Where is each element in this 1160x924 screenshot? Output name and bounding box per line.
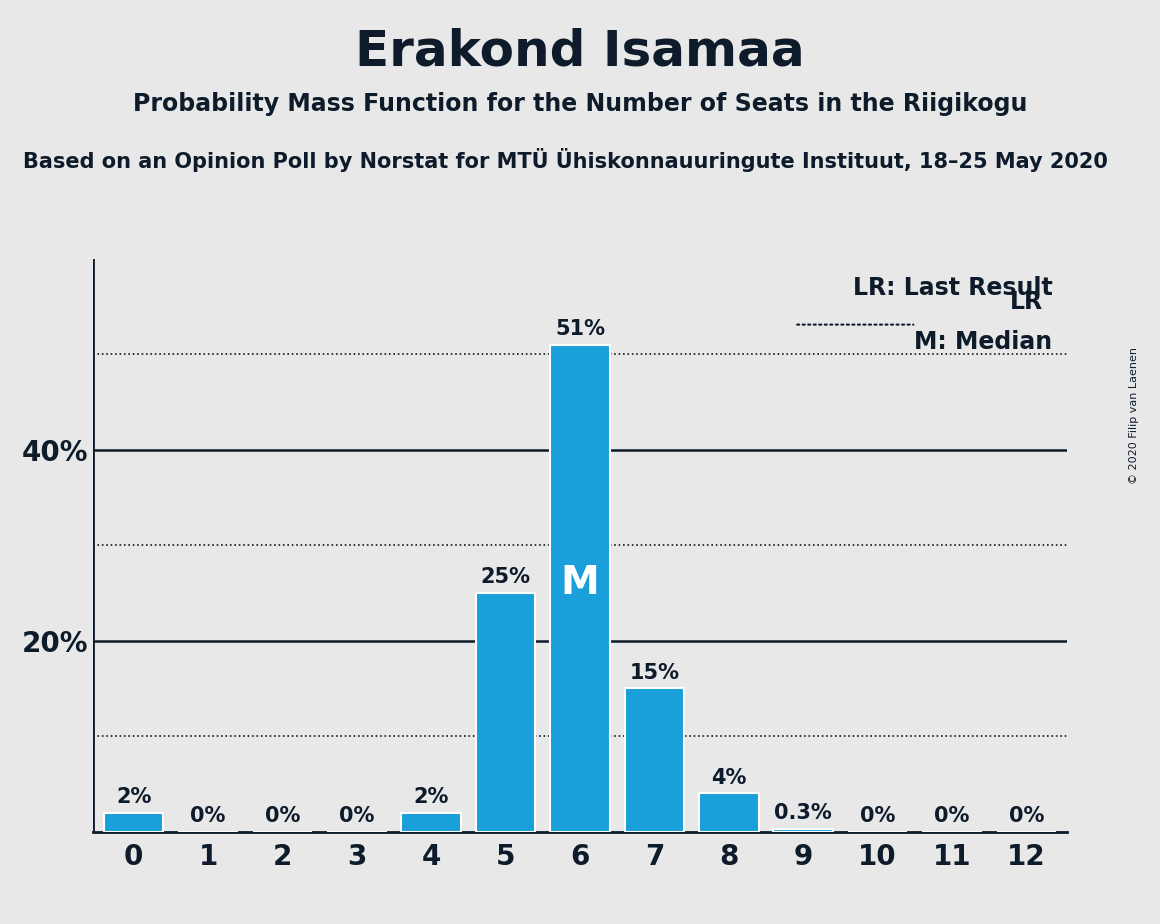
Text: 25%: 25%	[480, 567, 530, 587]
Text: 0%: 0%	[190, 806, 226, 826]
Text: 0%: 0%	[934, 806, 970, 826]
Text: LR: LR	[1009, 290, 1043, 313]
Text: 0%: 0%	[339, 806, 375, 826]
Bar	[624, 688, 684, 832]
Text: 0.3%: 0.3%	[774, 803, 832, 823]
Text: 0%: 0%	[1008, 806, 1044, 826]
Text: 4%: 4%	[711, 768, 746, 787]
Text: © 2020 Filip van Laenen: © 2020 Filip van Laenen	[1130, 347, 1139, 484]
Bar	[476, 593, 536, 832]
Bar	[550, 345, 610, 832]
Bar	[774, 829, 833, 832]
Text: LR: Last Result: LR: Last Result	[853, 276, 1052, 300]
Text: Erakond Isamaa: Erakond Isamaa	[355, 28, 805, 76]
Bar	[699, 794, 759, 832]
Text: Based on an Opinion Poll by Norstat for MTÜ Ühiskonnauuringute Instituut, 18–25 : Based on an Opinion Poll by Norstat for …	[23, 148, 1108, 172]
Text: M: M	[560, 565, 600, 602]
Text: 2%: 2%	[116, 786, 152, 807]
Text: M: Median: M: Median	[914, 331, 1052, 354]
Text: 51%: 51%	[554, 319, 606, 339]
Text: 2%: 2%	[414, 786, 449, 807]
Bar	[104, 812, 164, 832]
Text: Probability Mass Function for the Number of Seats in the Riigikogu: Probability Mass Function for the Number…	[132, 92, 1028, 116]
Bar	[401, 812, 461, 832]
Text: 0%: 0%	[264, 806, 300, 826]
Text: 15%: 15%	[630, 663, 680, 683]
Text: 0%: 0%	[860, 806, 896, 826]
